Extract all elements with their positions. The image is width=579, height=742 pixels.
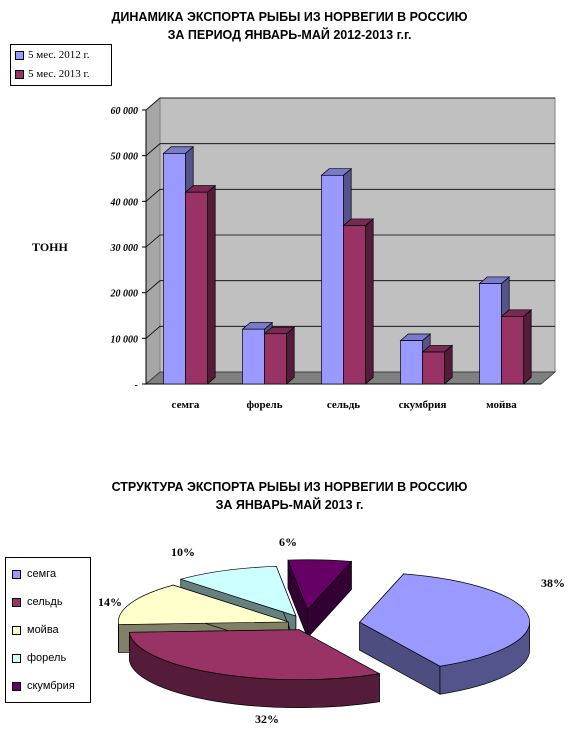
- legend-label-2012: 5 мес. 2012 г.: [28, 49, 90, 61]
- y-tick-label: 40 000: [110, 197, 139, 208]
- pie-legend-entry-seld: сельдь: [12, 592, 63, 612]
- pie-legend-swatch-moiva: [12, 625, 21, 635]
- bar-front: [185, 191, 208, 385]
- pie-slice-wall: [298, 629, 380, 703]
- bar: [184, 184, 217, 385]
- legend-label-2013: 5 мес. 2013 г.: [28, 68, 90, 80]
- y-tick-label: 50 000: [111, 152, 139, 163]
- pie-slice-wall: [118, 621, 289, 653]
- bar-side: [365, 218, 374, 385]
- bar-front: [343, 225, 366, 385]
- bar-chart-legend: 5 мес. 2012 г. 5 мес. 2013 г.: [10, 44, 112, 86]
- bar-plot-area: - 10 000 20 000 30 000 40 000 50 000 60 000 сем…: [110, 96, 557, 411]
- x-tick-label: сельдь: [327, 399, 360, 411]
- gridline: [145, 188, 555, 202]
- pie-value-label: 38%: [541, 576, 565, 590]
- bar-chart-title: ДИНАМИКА ЭКСПОРТА РЫБЫ ИЗ НОРВЕГИИ В РОС…: [0, 8, 579, 44]
- bar-side: [286, 326, 295, 385]
- bar-chart-title-line-1: ДИНАМИКА ЭКСПОРТА РЫБЫ ИЗ НОРВЕГИИ В РОС…: [111, 10, 468, 24]
- pie-slice: [287, 559, 353, 639]
- pie-legend-entry-moiva: мойва: [12, 620, 59, 640]
- gridline: [145, 97, 555, 111]
- pie-slice: [117, 584, 289, 653]
- bar-front: [479, 283, 502, 385]
- x-tick-label: семга: [172, 399, 200, 411]
- gridline: [145, 234, 555, 248]
- y-tick-label: 30 000: [110, 243, 139, 254]
- bar-front: [400, 340, 423, 385]
- bar-front: [242, 328, 265, 385]
- pie-slice-wall: [180, 578, 297, 645]
- bar-front: [501, 316, 524, 385]
- pie-value-label: 14%: [98, 595, 122, 609]
- pie-slice-wall: [172, 584, 289, 651]
- pie-legend-label-seld: сельдь: [27, 596, 63, 608]
- x-tick-label: форель: [246, 399, 282, 411]
- pie-value-label: 10%: [171, 545, 195, 559]
- bar-chart-title-line-2: ЗА ПЕРИОД ЯНВАРЬ-МАЙ 2012-2013 г.г.: [167, 28, 412, 42]
- y-tick-label: 60 000: [111, 106, 139, 117]
- bar-chart: ТОНН - 10 000 20 000 30 000 40 000 50 000 60 0…: [32, 96, 557, 411]
- bar: [500, 309, 533, 385]
- pie-legend-label-moiva: мойва: [27, 624, 59, 636]
- bar: [263, 326, 296, 385]
- pie-legend-entry-semga: семга: [12, 564, 56, 584]
- pie-slice-top: [359, 573, 530, 667]
- bar-side: [523, 309, 532, 385]
- pie-legend-label-semga: семга: [27, 568, 57, 580]
- x-tick-label: мойва: [486, 399, 517, 411]
- bar-front: [321, 174, 344, 385]
- pie-slice-rim: [128, 632, 380, 709]
- pie-legend-swatch-semga: [12, 569, 21, 579]
- pie-slice: [128, 629, 381, 709]
- pie-value-label: 6%: [279, 535, 297, 549]
- pie-chart-title-line-1: СТРУКТУРА ЭКСПОРТА РЫБЫ ИЗ НОРВЕГИИ В РО…: [111, 480, 468, 494]
- pie-slice-rim: [439, 622, 530, 695]
- bar-front: [422, 351, 445, 385]
- pie-slice: [359, 572, 530, 695]
- pie-legend-entry-skumbriya: скумбрия: [12, 676, 75, 696]
- pie-legend-swatch-forel: [12, 653, 21, 663]
- pie-slice-top: [179, 565, 297, 617]
- gridline: [145, 280, 555, 293]
- pie-slice-wall: [128, 629, 300, 661]
- gridline: [145, 143, 555, 156]
- legend-entry-2012: 5 мес. 2012 г.: [15, 47, 90, 63]
- pie-slice-top: [287, 559, 353, 611]
- pie-legend-label-forel: форель: [27, 652, 67, 664]
- pie-slice-wall: [359, 572, 404, 652]
- x-tick-label: скумбрия: [399, 399, 447, 411]
- bar: [421, 344, 454, 385]
- pie-slice-wall: [275, 566, 297, 645]
- bar: [342, 218, 375, 385]
- pie-chart-title-line-2: ЗА ЯНВАРЬ-МАЙ 2013 г.: [215, 498, 364, 512]
- pie-slice-wall: [359, 621, 441, 695]
- y-tick-label: -: [135, 380, 138, 391]
- y-axis-label: ТОНН: [32, 240, 69, 254]
- pie-slice-wall: [307, 560, 352, 639]
- pie-legend-swatch-seld: [12, 597, 21, 607]
- pie-plot-area: 38% 32% 14% 10% 6%: [98, 535, 565, 726]
- y-tick-label: 10 000: [111, 334, 139, 345]
- y-tick-label: 20 000: [110, 289, 139, 300]
- legend-swatch-2013: [15, 69, 24, 79]
- pie-slice: [179, 565, 297, 645]
- bar-front: [264, 333, 287, 385]
- pie-chart-legend: семга сельдь мойва форель скумбрия: [5, 557, 91, 703]
- legend-entry-2013: 5 мес. 2013 г.: [15, 66, 90, 82]
- bar-side: [207, 184, 216, 385]
- pie-slice-wall: [287, 559, 308, 638]
- pie-legend-swatch-skumbriya: [12, 681, 21, 691]
- pie-slice-top: [128, 629, 381, 681]
- bar-front: [163, 153, 186, 385]
- pie-slice-top: [117, 584, 289, 625]
- legend-swatch-2012: [15, 50, 24, 60]
- pie-legend-label-skumbriya: скумбрия: [27, 680, 75, 692]
- pie-value-label: 32%: [255, 712, 279, 726]
- gridline: [145, 325, 555, 339]
- pie-legend-entry-forel: форель: [12, 648, 66, 668]
- pie-chart-title: СТРУКТУРА ЭКСПОРТА РЫБЫ ИЗ НОРВЕГИИ В РО…: [0, 478, 579, 514]
